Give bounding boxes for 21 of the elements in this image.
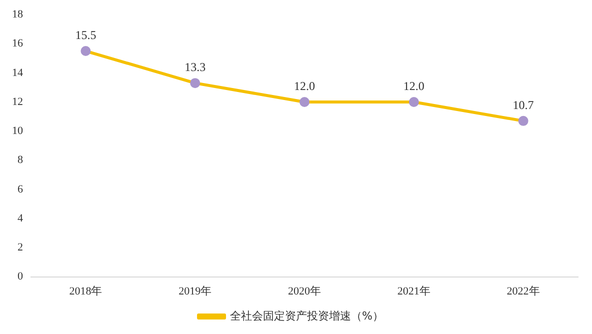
y-tick-label: 8 xyxy=(18,154,24,166)
data-label: 15.5 xyxy=(75,28,96,42)
x-tick-label: 2021年 xyxy=(397,285,430,298)
y-tick-label: 18 xyxy=(12,8,24,20)
data-label: 10.7 xyxy=(512,98,534,112)
x-tick-label: 2019年 xyxy=(178,285,212,298)
x-tick-label: 2022年 xyxy=(506,285,540,298)
y-tick-label: 12 xyxy=(12,96,23,108)
y-tick-label: 0 xyxy=(18,270,24,283)
x-tick-label: 2018年 xyxy=(69,285,102,298)
y-tick-label: 2 xyxy=(18,242,23,254)
legend-label: 全社会固定资产投资增速（%） xyxy=(230,309,384,322)
y-tick-label: 10 xyxy=(12,125,24,138)
x-tick-label: 2020年 xyxy=(288,285,321,298)
y-tick-label: 14 xyxy=(12,66,24,79)
data-label: 12.0 xyxy=(294,79,315,94)
y-tick-label: 4 xyxy=(18,212,24,224)
data-label: 12.0 xyxy=(403,79,424,94)
y-tick-label: 16 xyxy=(12,38,24,50)
data-label: 13.3 xyxy=(184,60,206,74)
y-tick-label: 6 xyxy=(18,183,24,196)
